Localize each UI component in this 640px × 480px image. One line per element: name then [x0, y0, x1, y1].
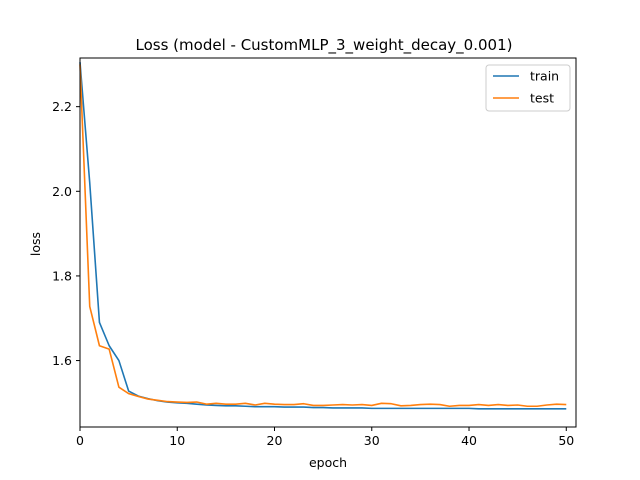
x-tick-label: 40: [461, 433, 477, 448]
y-tick-label: 2.2: [52, 99, 72, 114]
series-line-test: [79, 64, 567, 408]
legend-label-train: train: [530, 69, 559, 84]
x-axis-ticks: 0 10 20 30 40 50: [76, 427, 574, 448]
legend-label-test: test: [530, 91, 554, 106]
x-tick-label: 0: [76, 433, 84, 448]
y-axis-ticks: 1.6 1.8 2.0 2.2: [52, 99, 80, 368]
y-axis-label: loss: [28, 232, 43, 256]
x-tick-label: 10: [169, 433, 185, 448]
y-tick-label: 1.8: [52, 268, 72, 283]
x-axis-label: epoch: [309, 455, 347, 470]
axes-frame: [79, 57, 577, 428]
series-layer: [79, 62, 567, 410]
legend: train test: [485, 64, 571, 112]
y-tick-label: 2.0: [52, 184, 72, 199]
chart-title: Loss (model - CustomMLP_3_weight_decay_0…: [136, 36, 513, 55]
x-tick-label: 20: [267, 433, 283, 448]
x-tick-label: 50: [558, 433, 574, 448]
y-tick-label: 1.6: [52, 353, 72, 368]
x-tick-label: 30: [364, 433, 380, 448]
